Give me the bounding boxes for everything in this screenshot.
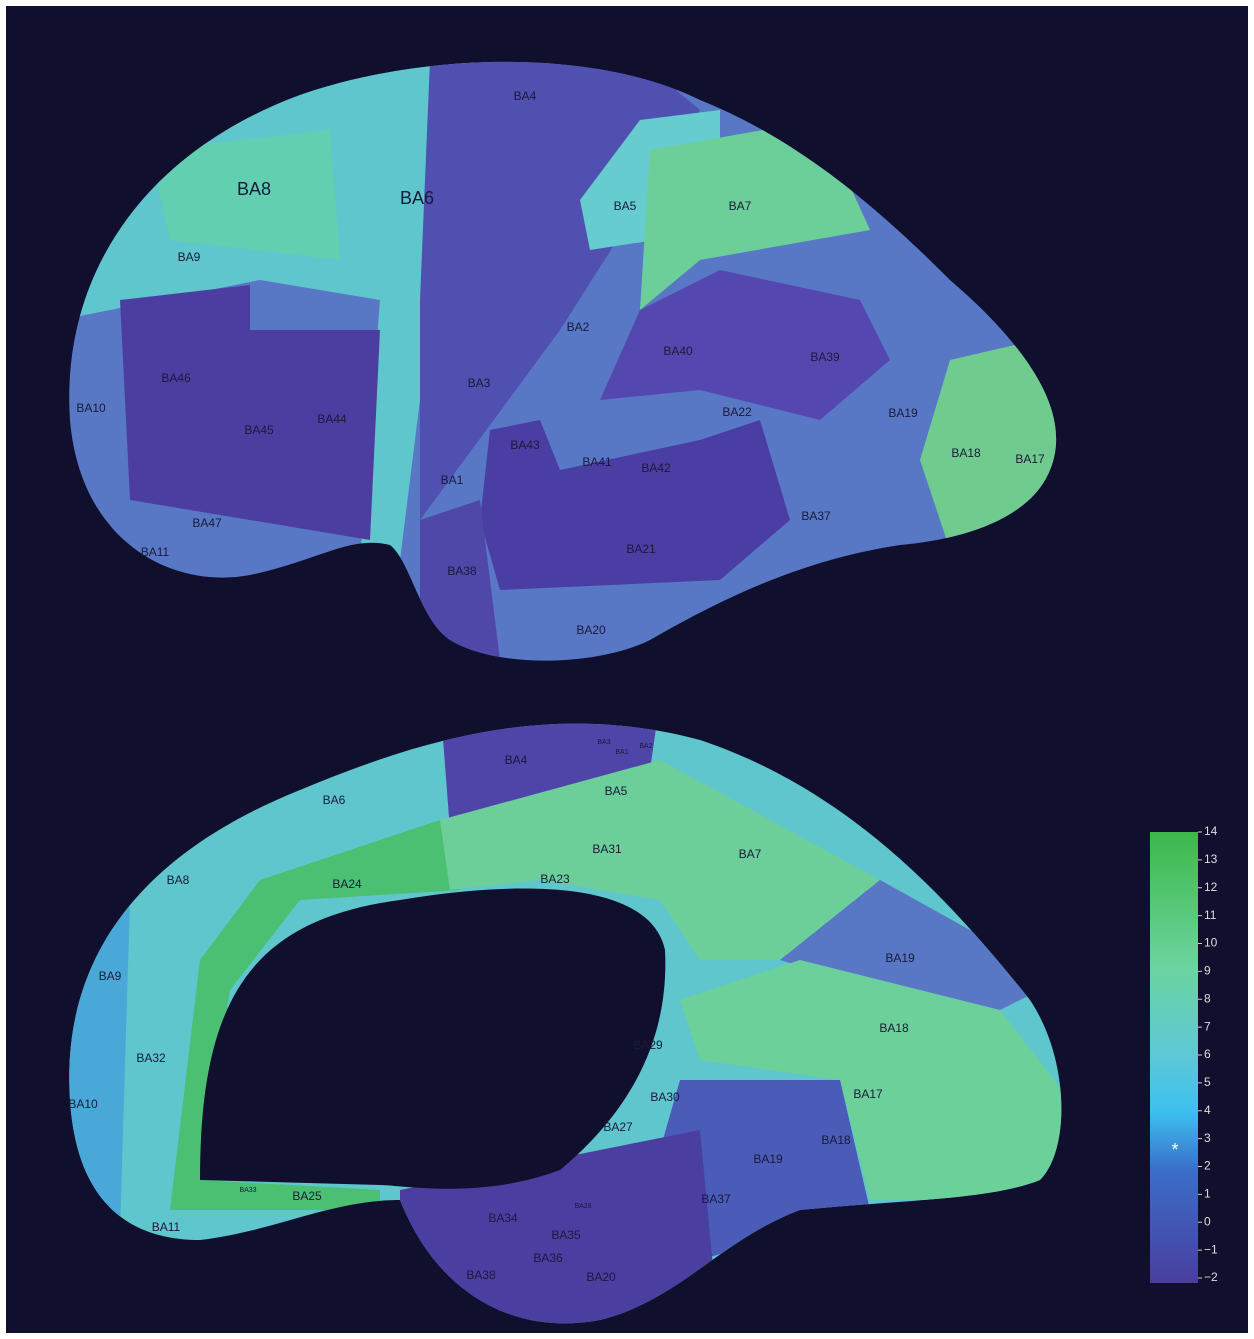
area-label: BA5: [614, 199, 637, 213]
area-label: BA37: [801, 509, 831, 523]
area-label: BA24: [332, 877, 362, 891]
area-label: BA5: [605, 784, 628, 798]
colorbar-tick-label: −1: [1204, 1242, 1218, 1256]
area-label: BA4: [514, 89, 537, 103]
colorbar-tick-label: −2: [1204, 1270, 1218, 1284]
area-label: BA38: [447, 564, 477, 578]
area-label: BA3: [597, 739, 610, 746]
area-label: BA37: [701, 1192, 731, 1206]
area-label: BA1: [615, 749, 628, 756]
area-label: BA2: [567, 320, 590, 334]
colorbar-tick-label: 10: [1204, 936, 1218, 950]
area-label: BA18: [879, 1021, 909, 1035]
area-label: BA6: [323, 793, 346, 807]
area-label: BA9: [178, 250, 201, 264]
area-label: BA25: [292, 1189, 322, 1203]
area-label: BA9: [99, 969, 122, 983]
colorbar-tick-label: 6: [1204, 1047, 1211, 1061]
area-label: BA10: [68, 1097, 98, 1111]
area-label: BA30: [650, 1090, 680, 1104]
area-label: BA11: [152, 1220, 181, 1234]
area-label: BA27: [603, 1120, 633, 1134]
area-label: BA6: [400, 188, 434, 208]
area-label: BA7: [739, 847, 762, 861]
area-label: BA36: [533, 1251, 563, 1265]
area-label: BA43: [510, 438, 540, 452]
area-label: BA32: [136, 1051, 166, 1065]
area-label: BA31: [592, 842, 622, 856]
area-label: BA41: [582, 455, 612, 469]
area-label: BA47: [192, 516, 222, 530]
colorbar-tick-label: 13: [1204, 852, 1218, 866]
colorbar-tick-label: 3: [1204, 1131, 1211, 1145]
colorbar-tick-label: 14: [1204, 824, 1218, 838]
area-label: BA38: [466, 1268, 496, 1282]
area-label: BA28: [574, 1203, 591, 1210]
area-label: BA34: [488, 1211, 518, 1225]
area-label: BA3: [468, 376, 491, 390]
area-label: BA20: [576, 623, 606, 637]
colorbar-tick-label: 2: [1204, 1159, 1211, 1173]
area-label: BA8: [237, 179, 271, 199]
area-label: BA45: [244, 423, 274, 437]
colorbar-tick-label: 11: [1204, 908, 1217, 922]
area-label: BA20: [586, 1270, 616, 1284]
area-label: BA19: [888, 406, 918, 420]
figure: * BA4BA8BA6BA5BA7BA9BA2BA40BA39BA46BA3BA…: [0, 0, 1254, 1339]
area-label: BA17: [853, 1087, 883, 1101]
colorbar-tick-label: 5: [1204, 1075, 1211, 1089]
area-label: BA23: [540, 872, 570, 886]
area-label: BA39: [810, 350, 840, 364]
area-label: BA21: [626, 542, 656, 556]
colorbar-marker: *: [1171, 1140, 1178, 1160]
area-label: BA18: [821, 1133, 851, 1147]
area-label: BA44: [317, 412, 347, 426]
area-label: BA22: [722, 405, 752, 419]
area-label: BA35: [551, 1228, 581, 1242]
area-label: BA2: [639, 743, 652, 750]
colorbar-tick-label: 4: [1204, 1103, 1211, 1117]
area-label: BA46: [161, 371, 191, 385]
area-label: BA29: [633, 1038, 663, 1052]
colorbar-tick-label: 7: [1204, 1019, 1211, 1033]
area-label: BA7: [729, 199, 752, 213]
colorbar-tick-label: 0: [1204, 1214, 1211, 1228]
colorbar-tick-label: 8: [1204, 991, 1211, 1005]
area-label: BA42: [641, 461, 671, 475]
colorbar-tick-label: 12: [1204, 880, 1218, 894]
area-label: BA18: [951, 446, 981, 460]
colorbar-tick-label: 9: [1204, 964, 1211, 978]
area-label: BA17: [1015, 452, 1045, 466]
area-label: BA8: [167, 873, 190, 887]
area-label: BA10: [76, 401, 106, 415]
area-label: BA40: [663, 344, 693, 358]
colorbar-tick-label: 1: [1204, 1187, 1211, 1201]
area-label: BA19: [885, 951, 915, 965]
area-label: BA1: [441, 473, 464, 487]
area-label: BA33: [239, 1187, 256, 1194]
area-label: BA11: [141, 545, 170, 559]
colorbar: [1150, 832, 1198, 1283]
area-label: BA19: [753, 1152, 783, 1166]
area-label: BA4: [505, 753, 528, 767]
